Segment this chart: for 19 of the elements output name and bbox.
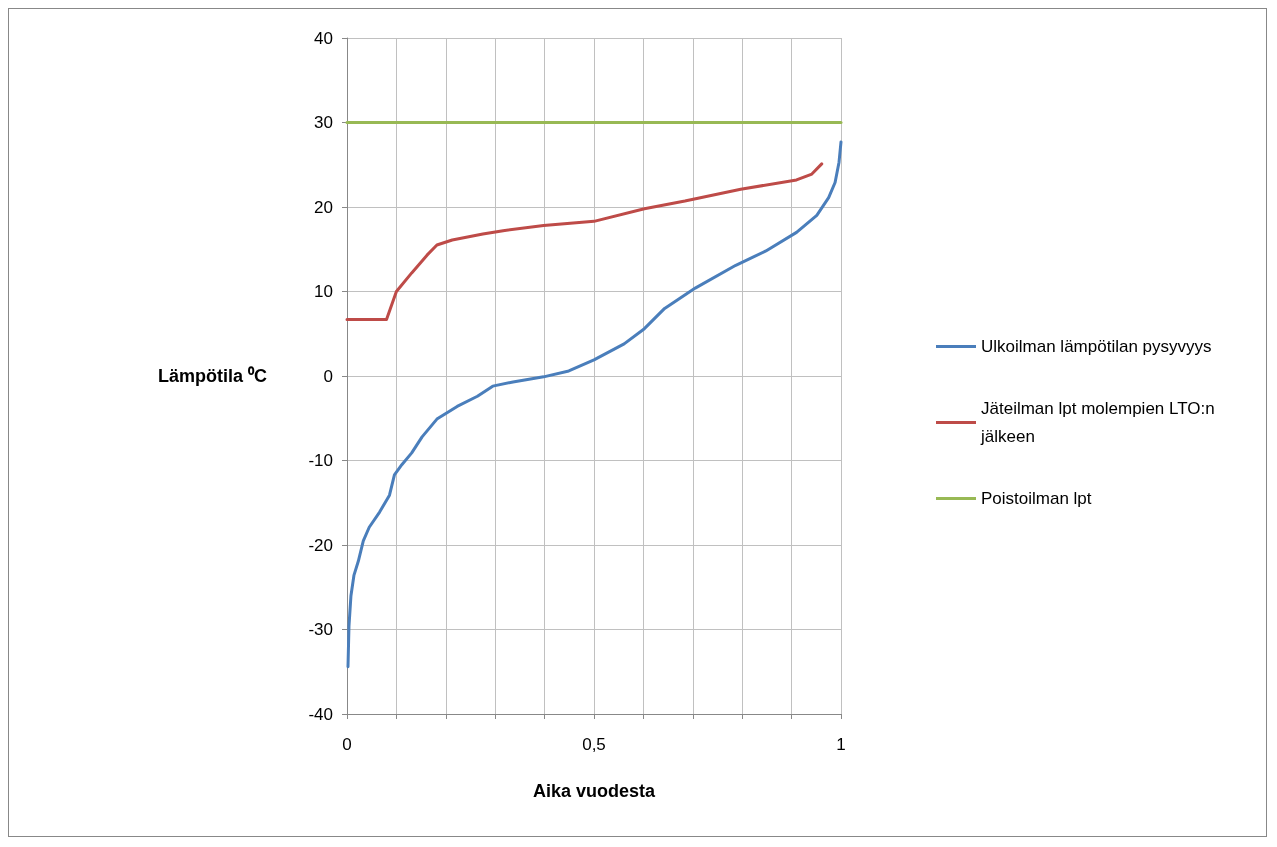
x-tick-label: 1 [836,735,846,754]
y-tick-label: -30 [308,620,333,639]
y-tick-label: -20 [308,535,333,555]
y-tick-label: 20 [314,197,333,217]
legend-label: Ulkoilman lämpötilan pysyvyys [981,337,1212,356]
y-tick-label: -10 [308,451,333,470]
line-series [345,162,824,321]
y-axis-title: Lämpötila ⁰C [157,366,267,386]
legend-label: Poistoilman lpt [981,489,1092,508]
y-tick-label: 30 [314,113,333,132]
line-series [346,140,843,669]
x-tick-label: 0 [342,735,352,754]
y-tick-label: 10 [314,282,333,301]
x-tick-label: 0,5 [582,735,606,754]
x-axis-title: Aika vuodesta [532,781,657,801]
y-tick-label: 0 [323,366,333,386]
y-tick-label: 40 [314,28,333,48]
y-tick-label: -40 [308,704,333,724]
legend-label: Jäteilman lpt molempien LTO:n jälkeen [980,399,1220,446]
